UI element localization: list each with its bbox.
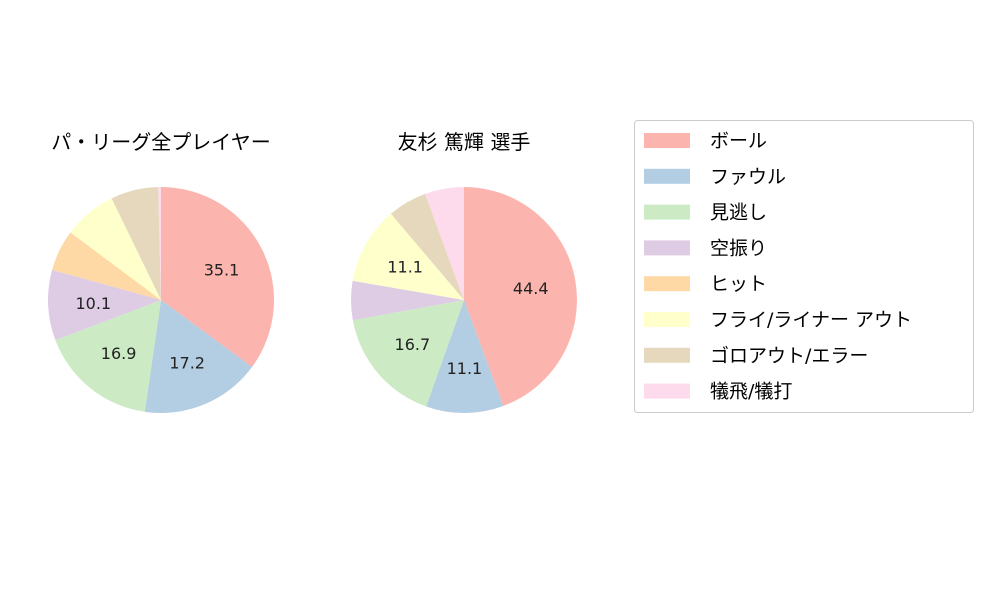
pie1-title: パ・リーグ全プレイヤー xyxy=(51,130,270,154)
pie2-slice-3 xyxy=(350,280,464,321)
legend-label-6: ゴロアウト/エラー xyxy=(710,345,868,367)
legend-swatch-2 xyxy=(644,204,690,220)
pie2-value-label-1: 11.1 xyxy=(447,359,483,378)
pie2-slice-2 xyxy=(352,300,464,407)
legend-label-0: ボール xyxy=(710,130,767,152)
legend-swatch-7 xyxy=(644,383,690,399)
pie2-slice-6 xyxy=(390,193,464,300)
legend-label-2: 見逃し xyxy=(710,202,767,224)
legend-swatch-0 xyxy=(644,133,690,148)
legend-swatch-5 xyxy=(644,312,690,327)
legend-swatch-1 xyxy=(644,168,690,184)
legend-label-7: 犠飛/犠打 xyxy=(710,381,792,403)
pie1-labels: 35.1 17.2 16.9 10.1 xyxy=(75,260,239,372)
pie1-value-label-1: 17.2 xyxy=(169,354,205,373)
pie2-value-label-0: 44.4 xyxy=(513,279,549,298)
pie1-slice-5 xyxy=(70,198,161,300)
pie2-slice-1 xyxy=(426,300,504,414)
legend-swatch-4 xyxy=(644,276,690,292)
pie1-slices xyxy=(48,187,274,413)
pie2-value-label-2: 16.7 xyxy=(395,335,431,354)
pie1-slice-4 xyxy=(52,232,161,300)
legend-swatch-3 xyxy=(644,240,690,256)
pie1-slice-2 xyxy=(55,300,161,412)
legend-label-3: 空振り xyxy=(710,237,767,259)
legend-swatch-6 xyxy=(644,347,690,363)
pie1-slice-1 xyxy=(144,300,252,413)
pie2-labels: 44.4 11.1 16.7 11.1 xyxy=(387,257,548,377)
pie1-value-label-2: 16.9 xyxy=(101,344,137,363)
legend-label-4: ヒット xyxy=(710,273,767,295)
pie1-slice-7 xyxy=(158,187,161,300)
pie1-slice-6 xyxy=(111,187,161,300)
pie1-value-label-3: 10.1 xyxy=(75,294,111,313)
pie1-value-label-0: 35.1 xyxy=(204,260,240,279)
pie2-slice-7 xyxy=(425,187,464,300)
pie1-slice-0 xyxy=(161,187,274,367)
legend-label-5: フライ/ライナー アウト xyxy=(710,309,912,331)
pie1-slice-3 xyxy=(48,269,161,341)
legend-label-1: ファウル xyxy=(710,166,786,188)
pie2-slice-0 xyxy=(464,187,577,406)
pie2-slices xyxy=(350,187,577,414)
pie2-slice-5 xyxy=(352,213,464,300)
legend-frame xyxy=(634,120,974,413)
pie2-title: 友杉 篤輝 選手 xyxy=(398,130,531,154)
pie2-value-label-5: 11.1 xyxy=(387,257,423,276)
